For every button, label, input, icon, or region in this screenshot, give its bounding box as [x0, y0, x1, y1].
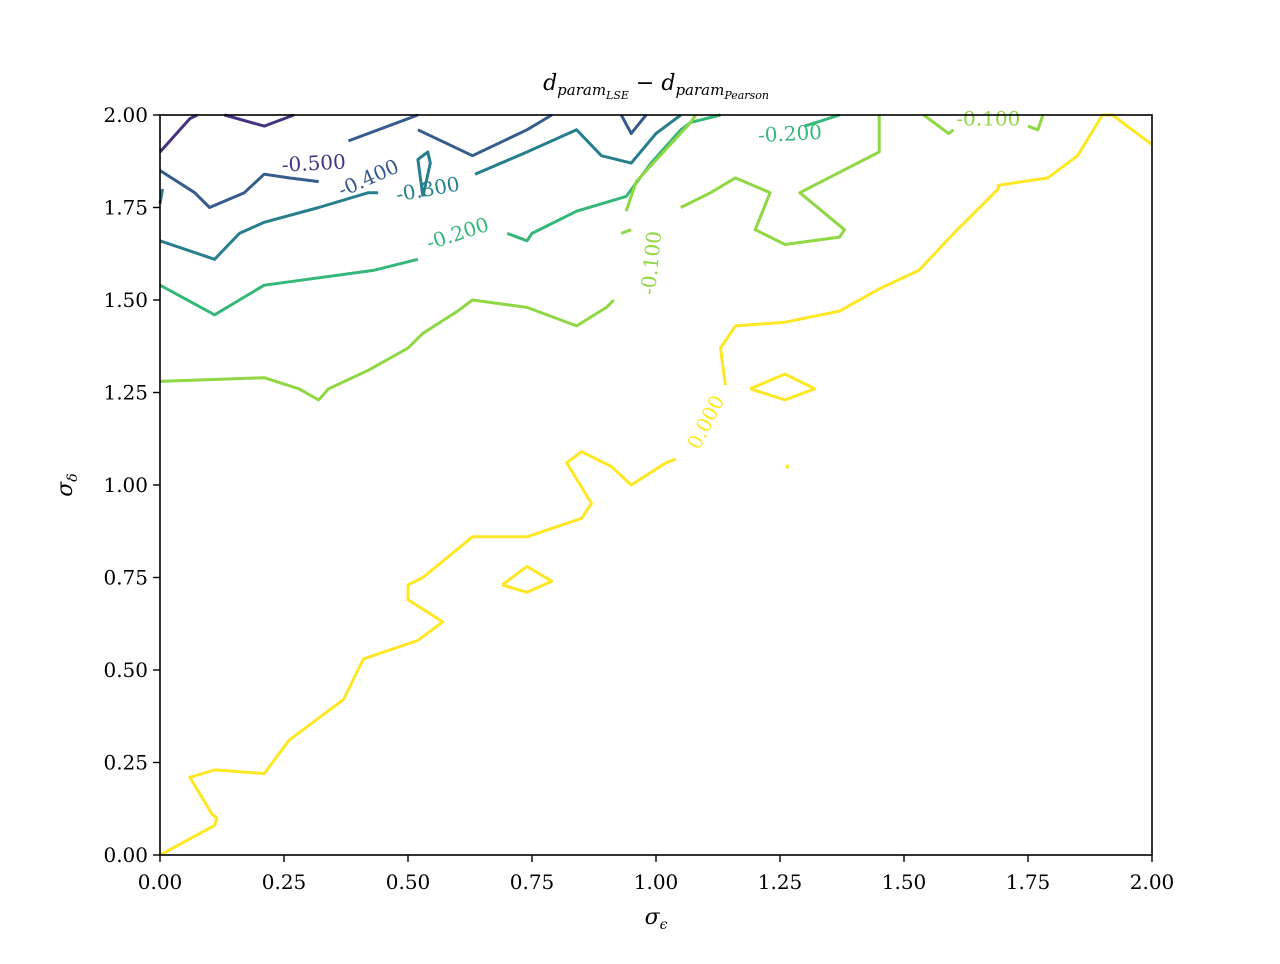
contour-line--0.100 — [624, 114, 697, 212]
contour-line-0.000 — [159, 450, 677, 857]
contour-label: -0.200 — [423, 212, 491, 255]
contour-label: -0.500 — [281, 149, 346, 176]
contour-lines — [158, 113, 1153, 857]
contour-label: -0.100 — [636, 230, 667, 296]
contour-line--0.400 — [417, 113, 553, 158]
x-tick-label: 0.75 — [510, 870, 555, 894]
x-axis-label: σϵ — [645, 905, 668, 933]
y-tick-label: 0.50 — [103, 658, 148, 682]
x-tick-label: 1.75 — [1006, 870, 1051, 894]
contour-line--0.500 — [158, 113, 198, 154]
y-tick-label: 1.00 — [103, 473, 148, 497]
y-tick-label: 0.75 — [103, 566, 148, 590]
contour-labels: -0.500-0.400-0.300-0.200-0.200-0.100-0.1… — [281, 107, 1020, 453]
contour-label: 0.000 — [682, 391, 729, 453]
contour-label: -0.100 — [956, 107, 1020, 131]
y-tick-label: 0.00 — [103, 843, 148, 867]
contour-line--0.400 — [159, 169, 319, 209]
y-tick-label: 1.50 — [103, 288, 148, 312]
x-tick-label: 1.50 — [882, 870, 927, 894]
contour-line--0.400 — [347, 113, 419, 143]
contour-line-0.000 — [749, 372, 817, 402]
y-tick-label: 2.00 — [103, 103, 148, 127]
contour-line--0.300 — [416, 150, 432, 197]
x-tick-label: 0.00 — [138, 870, 183, 894]
contour-line--0.300 — [474, 113, 682, 176]
y-axis: 0.00 0.25 0.50 0.75 1.00 1.25 1.50 1.75 2.00 — [103, 103, 160, 867]
x-axis: 0.00 0.25 0.50 0.75 1.00 1.25 1.50 1.75 2.00 — [138, 855, 1175, 894]
contour-line--0.500 — [224, 113, 295, 128]
contour-line--0.100 — [922, 113, 955, 135]
contour-line--0.200 — [804, 113, 840, 128]
contour-line--0.100 — [159, 298, 615, 402]
contour-label: -0.200 — [757, 120, 822, 147]
contour-line-0.000 — [501, 564, 554, 594]
x-tick-label: 1.25 — [758, 870, 803, 894]
contour-line--0.100 — [1027, 114, 1045, 132]
y-label-text: σδ — [53, 473, 81, 496]
chart-title: dparamLSE − dparamPearson — [543, 71, 769, 102]
y-tick-label: 0.25 — [103, 751, 148, 775]
x-tick-label: 1.00 — [634, 870, 679, 894]
contour-label: -0.300 — [394, 172, 461, 207]
contour-line--0.300 — [159, 191, 379, 261]
x-label-text: σϵ — [645, 905, 668, 933]
plot-frame — [159, 114, 1153, 856]
contour-line--0.200 — [159, 257, 419, 317]
contour-line--0.100 — [620, 228, 632, 235]
contour-line--0.200 — [506, 113, 721, 243]
x-tick-label: 0.25 — [262, 870, 307, 894]
x-tick-label: 2.00 — [1130, 870, 1175, 894]
contour-line--0.100 — [680, 115, 881, 246]
title-text: dparamLSE − dparamPearson — [543, 71, 769, 102]
y-axis-label: σδ — [53, 473, 81, 496]
contour-line--0.400 — [619, 114, 648, 135]
x-tick-label: 0.50 — [386, 870, 431, 894]
y-tick-label: 1.75 — [103, 196, 148, 220]
contour-line-0.000 — [719, 113, 1153, 386]
y-tick-label: 1.25 — [103, 381, 148, 405]
